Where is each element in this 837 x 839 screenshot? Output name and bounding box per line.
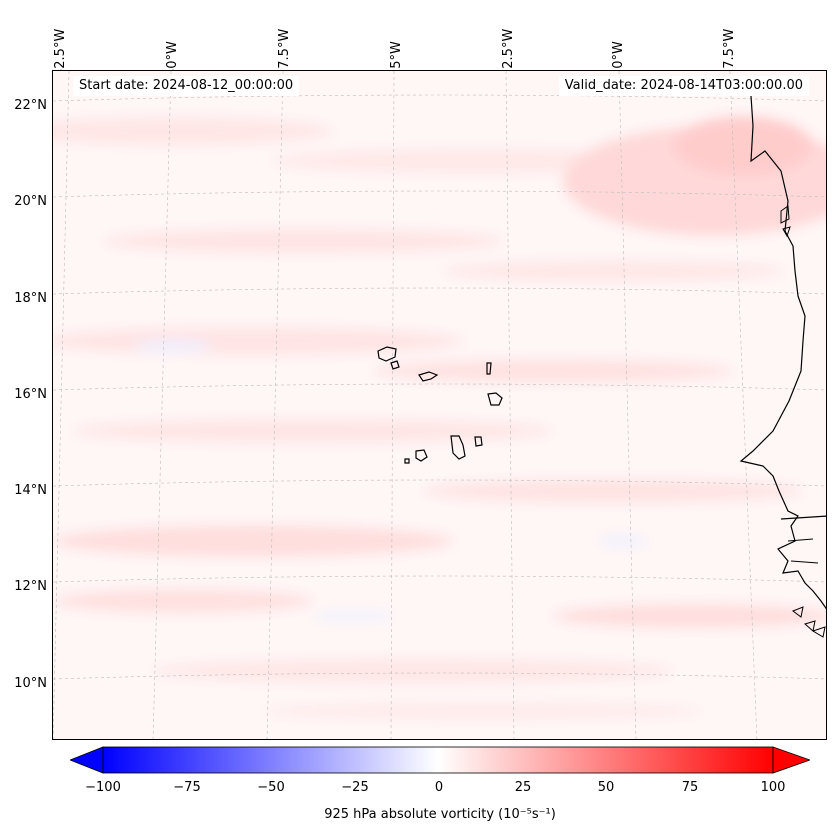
colorbar-gradient: [68, 746, 812, 774]
senegal-coast-detail: [780, 515, 826, 520]
vorticity-field-map: [53, 71, 826, 739]
lat-label-18n: 18°N: [14, 291, 47, 306]
lat-label-20n: 20°N: [14, 194, 47, 209]
island-sao-nicolau: [418, 371, 439, 382]
colorbar-label: 925 hPa absolute vorticity (10⁻⁵s⁻¹): [324, 807, 556, 822]
lat-label-14n: 14°N: [14, 483, 47, 498]
colorbar-tick-75: 75: [681, 780, 699, 795]
vorticity-contours: [53, 71, 826, 739]
island-fogo: [415, 449, 428, 462]
colorbar-tick-minus-75: −75: [173, 780, 201, 795]
island-santo-antao: [377, 346, 397, 362]
colorbar-tick-50: 50: [597, 780, 615, 795]
colorbar-tick-minus-25: −25: [341, 780, 369, 795]
island-sao-vicente: [390, 360, 400, 370]
colorbar-extend-min: [68, 746, 104, 774]
map-panel: [52, 70, 827, 740]
island-boa-vista: [487, 392, 503, 406]
mauritania-islands: [780, 205, 791, 238]
valid-date-label: Valid_date: 2024-08-14T03:00:00.00: [558, 76, 809, 96]
lat-label-16n: 16°N: [14, 387, 47, 402]
island-sal: [486, 362, 492, 375]
colorbar-body: [102, 746, 774, 774]
start-date-label: Start date: 2024-08-12_00:00:00: [73, 76, 300, 96]
colorbar-tick-25: 25: [514, 780, 532, 795]
gambia-estuary: [787, 538, 819, 564]
island-brava: [404, 458, 410, 464]
colorbar-tick-100: 100: [760, 780, 786, 795]
cape-verde-islands: [377, 346, 503, 464]
island-maio: [474, 436, 483, 447]
colorbar-tick-minus-50: −50: [257, 780, 285, 795]
island-santiago: [450, 435, 466, 460]
graticule: [53, 71, 826, 739]
guinea-bissau-islands: [791, 606, 826, 638]
colorbar-tick-0: 0: [434, 780, 444, 795]
lat-label-22n: 22°N: [14, 98, 47, 113]
lat-label-10n: 10°N: [14, 676, 47, 691]
africa-coastline: [739, 80, 826, 610]
colorbar: [68, 745, 812, 775]
colorbar-extend-max: [772, 746, 812, 774]
lat-label-12n: 12°N: [14, 579, 47, 594]
colorbar-tick-minus-100: −100: [85, 780, 121, 795]
